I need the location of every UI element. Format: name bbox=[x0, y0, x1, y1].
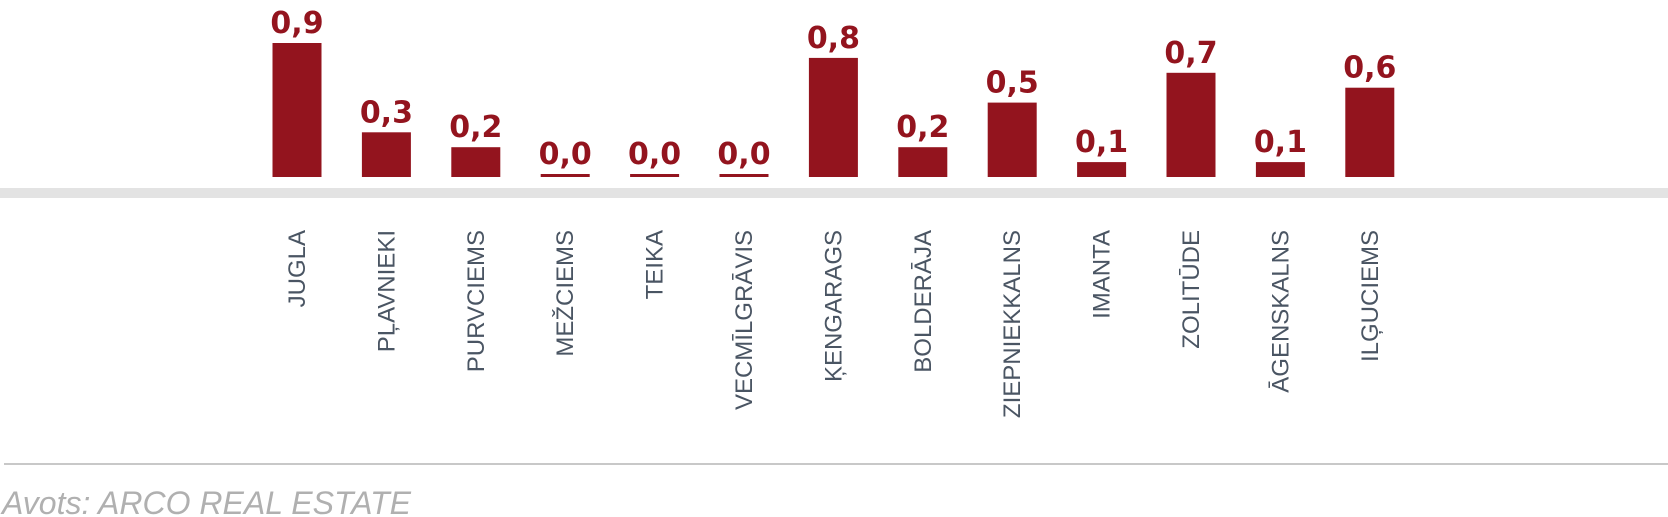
axis-band bbox=[0, 188, 1668, 198]
category-label: ĀGENSKALNS bbox=[1267, 230, 1294, 393]
category-label: IMANTA bbox=[1089, 230, 1116, 319]
category-label: PĻAVNIEKI bbox=[373, 230, 400, 352]
category-label: TEIKA bbox=[642, 230, 669, 299]
value-label: 0,1 bbox=[1254, 125, 1307, 160]
value-label: 0,0 bbox=[717, 137, 770, 172]
category-label: BOLDERĀJA bbox=[910, 230, 937, 373]
bar bbox=[451, 147, 501, 177]
bar bbox=[1166, 72, 1216, 177]
bar bbox=[987, 102, 1037, 177]
category-label: MEŽCIEMS bbox=[552, 230, 579, 357]
bar bbox=[898, 147, 948, 177]
value-label: 0,3 bbox=[360, 95, 413, 130]
category-label: ZOLITŪDE bbox=[1178, 230, 1205, 349]
value-label: 0,8 bbox=[807, 21, 860, 56]
bar bbox=[1255, 162, 1305, 177]
bars-group bbox=[272, 43, 1395, 177]
value-label: 0,0 bbox=[539, 137, 592, 172]
category-label: ĶENGARAGS bbox=[820, 230, 847, 382]
value-label: 0,6 bbox=[1343, 51, 1396, 86]
category-label: JUGLA bbox=[284, 230, 311, 307]
value-label: 0,7 bbox=[1164, 36, 1217, 71]
bar bbox=[630, 174, 680, 177]
category-label: ILĢUCIEMS bbox=[1357, 230, 1384, 362]
category-labels-group: JUGLA PĻAVNIEKI PURVCIEMS MEŽCIEMS TEIKA VECM… bbox=[284, 230, 1384, 418]
bar bbox=[1345, 87, 1395, 177]
bar bbox=[1077, 162, 1127, 177]
bar bbox=[719, 174, 769, 177]
source-label: Avots: ARCO REAL ESTATE bbox=[0, 485, 412, 517]
value-label: 0,5 bbox=[986, 66, 1039, 101]
bar bbox=[361, 132, 411, 177]
bar bbox=[808, 57, 858, 177]
value-labels-group: 0,9 0,3 0,2 0,0 0,0 0,0 0,8 0,2 0,5 0,1 0,7 0,1 0,6 bbox=[270, 6, 1396, 172]
value-label: 0,9 bbox=[270, 6, 323, 41]
value-label: 0,1 bbox=[1075, 125, 1128, 160]
value-label: 0,2 bbox=[449, 110, 502, 145]
category-label: ZIEPNIEKKALNS bbox=[999, 230, 1026, 418]
bar bbox=[540, 174, 590, 177]
category-label: PURVCIEMS bbox=[463, 230, 490, 372]
category-label: VECMĪLGRĀVIS bbox=[731, 230, 758, 410]
value-label: 0,2 bbox=[896, 110, 949, 145]
value-label: 0,0 bbox=[628, 137, 681, 172]
bar bbox=[272, 43, 322, 177]
